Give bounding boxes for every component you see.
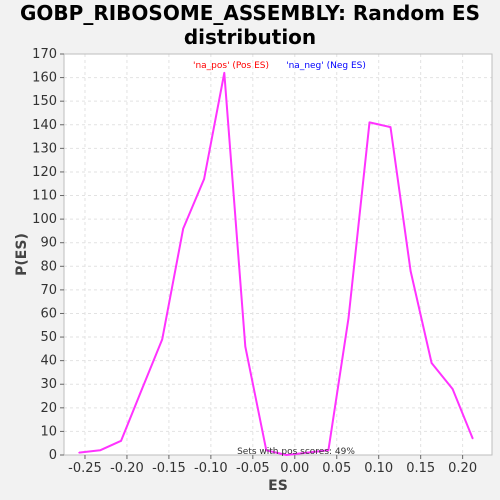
x-tick-label: 0.05	[322, 461, 351, 476]
y-tick-label: 170	[32, 47, 57, 62]
data-point	[347, 317, 350, 319]
pos-score-annotation: Sets with pos scores: 49%	[237, 447, 355, 457]
data-point	[161, 338, 163, 341]
x-tick-label: -0.20	[110, 461, 144, 476]
data-point	[389, 126, 392, 128]
x-tick-label: 0.00	[280, 461, 309, 476]
y-tick-label: 30	[40, 377, 57, 392]
y-tick-label: 120	[32, 165, 57, 180]
y-tick-label: 10	[40, 424, 57, 439]
legend-entry-neg: 'na_neg' (Neg ES)	[286, 61, 366, 71]
x-tick-label: -0.05	[236, 461, 270, 476]
x-tick-label: -0.15	[152, 461, 186, 476]
plot-border	[63, 53, 493, 456]
chart-title-line-1: GOBP_RIBOSOME_ASSEMBLY: Random ES	[20, 1, 480, 25]
y-tick-label: 150	[32, 94, 57, 109]
y-tick-label: 140	[32, 118, 57, 133]
data-point	[141, 388, 143, 390]
x-tick-label: 0.10	[364, 461, 393, 476]
data-point	[182, 227, 184, 230]
y-tick-label: 60	[40, 306, 57, 321]
x-tick-label: -0.25	[68, 461, 102, 476]
legend-entry-pos: 'na_pos' (Pos ES)	[193, 61, 269, 71]
data-point	[265, 449, 268, 452]
x-axis-label: ES	[268, 478, 288, 494]
y-tick-label: 90	[40, 236, 57, 251]
data-point	[99, 449, 101, 452]
data-point	[120, 440, 122, 442]
y-tick-label: 20	[40, 401, 57, 416]
y-tick-label: 130	[32, 141, 57, 156]
data-point	[471, 437, 474, 440]
x-tick-label: -0.10	[194, 461, 228, 476]
data-point	[306, 451, 309, 454]
data-point	[430, 362, 433, 364]
y-tick-label: 80	[40, 259, 57, 274]
data-point	[203, 178, 205, 180]
data-point	[223, 72, 226, 74]
data-point	[327, 449, 330, 452]
x-tick-label: 0.15	[406, 461, 435, 476]
y-axis-label: P(ES)	[14, 233, 30, 276]
y-tick-label: 70	[40, 283, 57, 298]
y-tick-label: 100	[32, 212, 57, 227]
y-tick-label: 160	[32, 71, 57, 86]
data-point	[451, 388, 454, 390]
data-point	[244, 345, 247, 348]
data-point	[285, 454, 288, 456]
y-tick-label: 110	[32, 189, 57, 204]
data-point	[368, 121, 371, 124]
plot-area	[64, 54, 492, 455]
y-tick-label: 0	[49, 448, 57, 463]
data-point	[409, 270, 412, 272]
y-tick-label: 50	[40, 330, 57, 345]
chart-title-line-2: distribution	[183, 25, 317, 49]
y-tick-label: 40	[40, 354, 57, 369]
data-point	[78, 451, 80, 454]
series-line	[78, 71, 474, 456]
x-tick-label: 0.20	[448, 461, 477, 476]
